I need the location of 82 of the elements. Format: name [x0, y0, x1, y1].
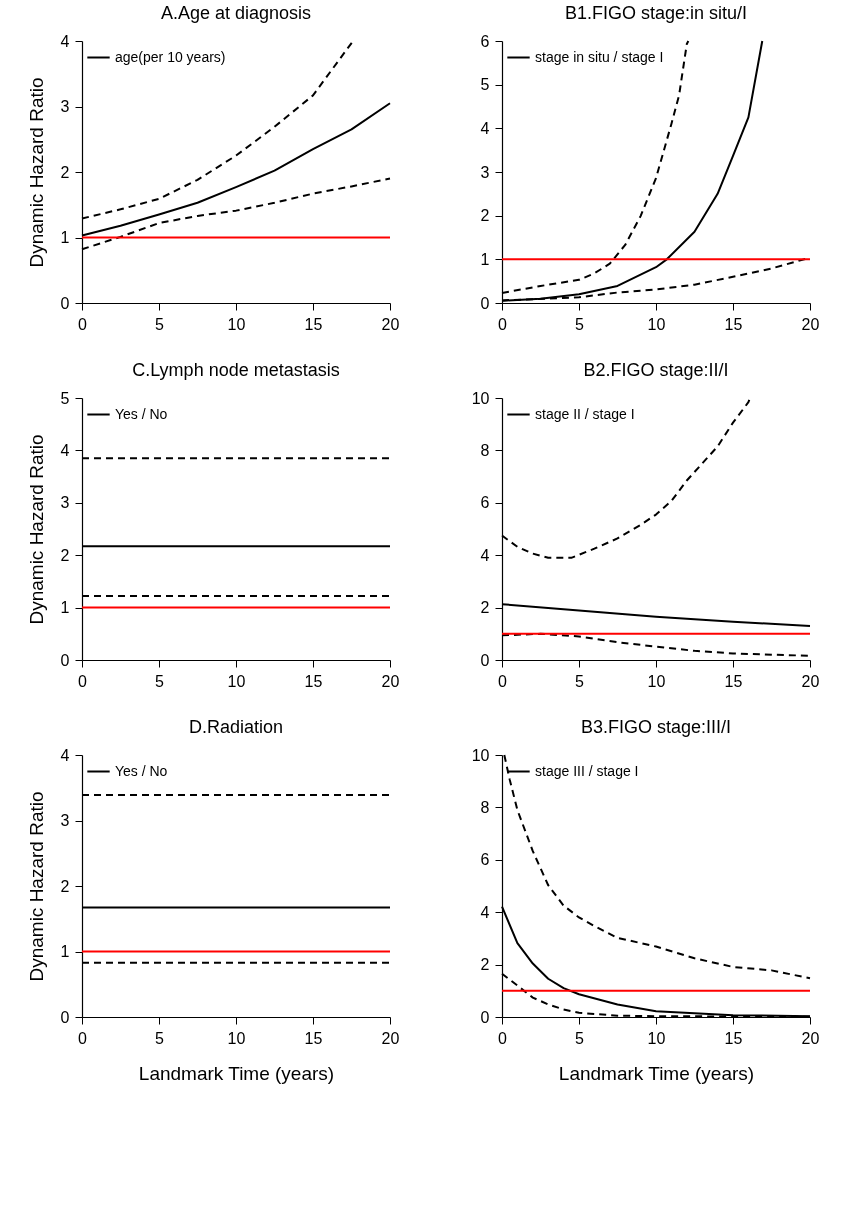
- x-tick-label: 15: [304, 672, 323, 690]
- y-axis-title: Dynamic Hazard Ratio: [25, 434, 47, 625]
- x-tick-label: 20: [801, 315, 820, 333]
- legend-label: Yes / No: [115, 405, 168, 422]
- y-tick-label: 4: [60, 441, 70, 459]
- y-tick-label: 10: [471, 746, 490, 764]
- y-tick-label: 2: [60, 877, 70, 895]
- y-tick-label: 0: [480, 651, 490, 669]
- y-tick-label: 3: [60, 812, 70, 829]
- chart-title: D.Radiation: [188, 717, 284, 737]
- x-tick-label: 15: [304, 1029, 323, 1047]
- y-tick-label: 3: [480, 163, 490, 181]
- y-tick-label: 0: [60, 1008, 70, 1026]
- x-tick-label: 5: [575, 1029, 585, 1047]
- chart-title: B3.FIGO stage:III/I: [580, 717, 732, 737]
- legend-label: age(per 10 years): [115, 48, 226, 65]
- y-axis-title: Dynamic Hazard Ratio: [25, 77, 47, 268]
- x-tick-label: 10: [227, 315, 246, 333]
- x-tick-label: 10: [647, 672, 666, 690]
- y-tick-label: 2: [60, 546, 70, 564]
- y-tick-label: 6: [480, 851, 490, 869]
- x-tick-label: 0: [78, 315, 88, 333]
- x-tick-label: 5: [575, 315, 585, 333]
- y-tick-label: 1: [60, 943, 70, 960]
- x-tick-label: 5: [575, 672, 585, 690]
- y-tick-label: 8: [480, 441, 490, 459]
- y-tick-label: 1: [60, 599, 70, 617]
- x-tick-label: 10: [227, 672, 246, 690]
- y-tick-label: 4: [60, 32, 70, 50]
- x-tick-label: 10: [647, 1029, 666, 1047]
- y-tick-label: 0: [60, 651, 70, 669]
- x-tick-label: 15: [724, 672, 743, 690]
- y-tick-label: 2: [60, 163, 70, 181]
- legend-label: stage in situ / stage I: [535, 48, 664, 65]
- x-tick-label: 20: [381, 672, 400, 690]
- y-tick-label: 0: [480, 1008, 490, 1026]
- x-tick-label: 0: [78, 672, 88, 690]
- x-tick-label: 0: [498, 1029, 508, 1047]
- legend-label: Yes / No: [115, 762, 168, 779]
- y-tick-label: 6: [480, 32, 490, 50]
- x-tick-label: 10: [227, 1029, 246, 1047]
- y-tick-label: 2: [480, 599, 490, 617]
- chart-title: A.Age at diagnosis: [160, 3, 312, 23]
- x-tick-label: 20: [381, 1029, 400, 1047]
- x-tick-label: 0: [498, 672, 508, 690]
- y-tick-label: 5: [480, 76, 490, 94]
- x-tick-label: 0: [498, 315, 508, 333]
- y-tick-label: 3: [60, 98, 70, 115]
- y-tick-label: 8: [480, 798, 490, 816]
- y-tick-label: 5: [60, 389, 70, 407]
- y-tick-label: 3: [60, 494, 70, 512]
- chart-title: B1.FIGO stage:in situ/I: [564, 3, 748, 23]
- y-tick-label: 6: [480, 494, 490, 512]
- chart-title: C.Lymph node metastasis: [132, 360, 340, 380]
- legend-label: stage III / stage I: [535, 762, 639, 779]
- y-tick-label: 4: [480, 903, 490, 921]
- y-tick-label: 4: [480, 546, 490, 564]
- y-tick-label: 0: [60, 294, 70, 312]
- x-tick-label: 5: [155, 1029, 165, 1047]
- y-tick-label: 10: [471, 389, 490, 407]
- x-axis-title: Landmark Time (years): [558, 1062, 755, 1084]
- x-tick-label: 20: [381, 315, 400, 333]
- x-tick-label: 15: [724, 1029, 743, 1047]
- x-tick-label: 15: [304, 315, 323, 333]
- x-tick-label: 10: [647, 315, 666, 333]
- x-tick-label: 5: [155, 315, 165, 333]
- x-tick-label: 15: [724, 315, 743, 333]
- x-tick-label: 20: [801, 1029, 820, 1047]
- y-tick-label: 1: [60, 229, 70, 246]
- y-tick-label: 0: [480, 294, 490, 312]
- legend-label: stage II / stage I: [535, 405, 635, 422]
- x-tick-label: 0: [78, 1029, 88, 1047]
- y-axis-title: Dynamic Hazard Ratio: [25, 791, 47, 982]
- x-tick-label: 5: [155, 672, 165, 690]
- y-tick-label: 2: [480, 956, 490, 974]
- y-tick-label: 4: [480, 119, 490, 137]
- y-tick-label: 4: [60, 746, 70, 764]
- y-tick-label: 2: [480, 207, 490, 225]
- y-tick-label: 1: [480, 250, 490, 268]
- chart-title: B2.FIGO stage:II/I: [583, 360, 729, 380]
- x-axis-title: Landmark Time (years): [138, 1062, 335, 1084]
- x-tick-label: 20: [801, 672, 820, 690]
